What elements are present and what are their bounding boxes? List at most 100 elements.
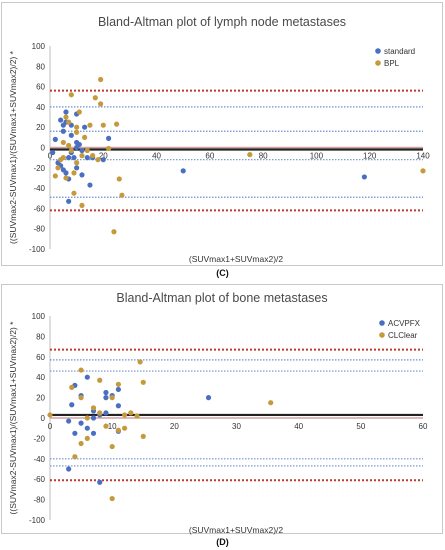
y-tick-label: 40 bbox=[36, 103, 45, 112]
data-point-series2 bbox=[116, 176, 122, 182]
data-point-series2 bbox=[60, 155, 66, 161]
y-tick-label: -60 bbox=[33, 475, 45, 484]
y-tick-label: -60 bbox=[33, 204, 45, 213]
data-point-series2 bbox=[106, 145, 112, 152]
data-point-series2 bbox=[122, 425, 128, 431]
data-point-series1 bbox=[84, 425, 90, 431]
data-point-series2 bbox=[63, 175, 69, 181]
data-point-series1 bbox=[361, 174, 367, 180]
data-point-series2 bbox=[95, 157, 101, 163]
data-point-series1 bbox=[205, 395, 212, 401]
x-tick-label: 50 bbox=[356, 422, 365, 431]
data-point-series2 bbox=[90, 405, 97, 411]
data-point-series2 bbox=[78, 367, 84, 373]
panel-caption-c: (C) bbox=[216, 268, 229, 278]
data-point-series2 bbox=[74, 124, 80, 130]
data-point-series1 bbox=[69, 402, 75, 408]
data-point-series1 bbox=[82, 124, 88, 130]
data-point-series2 bbox=[60, 139, 66, 146]
data-point-series1 bbox=[97, 479, 103, 485]
data-point-series2 bbox=[78, 395, 84, 401]
chart-title: Bland-Altman plot of lymph node metastas… bbox=[98, 15, 346, 29]
data-point-series1 bbox=[115, 403, 121, 409]
x-tick-label: 20 bbox=[99, 152, 108, 161]
data-point-series1 bbox=[90, 415, 97, 421]
legend-marker bbox=[379, 332, 385, 338]
data-point-series1 bbox=[63, 170, 69, 176]
data-point-series2 bbox=[74, 129, 80, 135]
data-point-series2 bbox=[128, 410, 134, 416]
y-tick-label: 20 bbox=[36, 394, 45, 403]
data-point-series1 bbox=[180, 168, 186, 174]
legend-label: CLClear bbox=[388, 331, 418, 340]
data-point-series2 bbox=[84, 415, 90, 421]
x-tick-label: 40 bbox=[294, 422, 303, 431]
data-point-series2 bbox=[137, 359, 143, 365]
data-point-series1 bbox=[60, 128, 66, 134]
data-point-series2 bbox=[74, 160, 80, 166]
y-tick-label: 80 bbox=[36, 332, 45, 341]
data-point-series2 bbox=[122, 412, 128, 418]
data-point-series1 bbox=[100, 157, 106, 163]
data-point-series1 bbox=[84, 374, 90, 380]
data-point-series1 bbox=[66, 418, 72, 424]
x-tick-label: 20 bbox=[170, 422, 179, 431]
data-point-series2 bbox=[71, 190, 77, 196]
x-tick-label: 60 bbox=[419, 422, 428, 431]
data-point-series2 bbox=[115, 427, 121, 433]
y-tick-label: -100 bbox=[29, 245, 46, 254]
data-point-series1 bbox=[71, 155, 77, 161]
y-tick-label: -80 bbox=[33, 496, 45, 505]
data-point-series2 bbox=[98, 101, 104, 107]
legend-label: ACVPFX bbox=[388, 319, 421, 328]
data-point-series2 bbox=[52, 173, 58, 179]
data-point-series2 bbox=[140, 433, 146, 439]
data-point-series1 bbox=[66, 466, 72, 472]
data-point-series1 bbox=[72, 430, 78, 436]
data-point-series2 bbox=[68, 147, 74, 154]
y-tick-label: -40 bbox=[33, 184, 45, 193]
data-point-series1 bbox=[103, 395, 109, 401]
y-tick-label: -100 bbox=[29, 516, 46, 525]
y-tick-label: 60 bbox=[36, 83, 45, 92]
data-point-series2 bbox=[90, 153, 96, 159]
data-point-series1 bbox=[79, 147, 85, 154]
x-tick-label: 60 bbox=[205, 152, 214, 161]
data-point-series2 bbox=[71, 170, 77, 176]
data-point-series2 bbox=[66, 142, 72, 149]
y-tick-label: -20 bbox=[33, 164, 45, 173]
data-point-series1 bbox=[52, 136, 58, 142]
legend-marker bbox=[375, 60, 381, 66]
data-point-series1 bbox=[103, 389, 109, 396]
data-point-series2 bbox=[78, 440, 84, 447]
x-tick-label: 100 bbox=[310, 152, 324, 161]
x-tick-label: 120 bbox=[363, 152, 377, 161]
data-point-series2 bbox=[420, 168, 426, 174]
chart-title: Bland-Altman plot of bone metastases bbox=[116, 291, 327, 305]
data-point-series2 bbox=[55, 165, 61, 171]
legend-marker bbox=[379, 320, 385, 326]
y-axis-label: ((SUVmax2-SUVmax1)/(SUVmax1+SUVmax2)/2) … bbox=[8, 321, 18, 515]
chart-panel-c bbox=[1, 2, 443, 266]
data-point-series2 bbox=[84, 435, 90, 441]
x-tick-label: 140 bbox=[416, 152, 430, 161]
data-point-series1 bbox=[90, 430, 97, 436]
y-tick-label: 80 bbox=[36, 62, 45, 71]
data-point-series1 bbox=[66, 198, 72, 204]
legend-label: standard bbox=[384, 47, 415, 56]
y-tick-label: 40 bbox=[36, 373, 45, 382]
data-point-series2 bbox=[103, 423, 109, 429]
data-point-series1 bbox=[84, 155, 90, 161]
data-point-series2 bbox=[115, 381, 121, 387]
data-point-series2 bbox=[119, 192, 125, 198]
data-point-series2 bbox=[79, 202, 85, 208]
y-tick-label: 0 bbox=[41, 144, 46, 153]
data-point-series2 bbox=[92, 95, 98, 101]
y-tick-label: 20 bbox=[36, 123, 45, 132]
x-axis-label: (SUVmax1+SUVmax2)/2 bbox=[189, 525, 284, 535]
y-tick-label: 0 bbox=[41, 414, 46, 423]
data-point-series1 bbox=[115, 386, 121, 393]
data-point-series2 bbox=[98, 76, 104, 83]
data-point-series2 bbox=[97, 377, 103, 383]
